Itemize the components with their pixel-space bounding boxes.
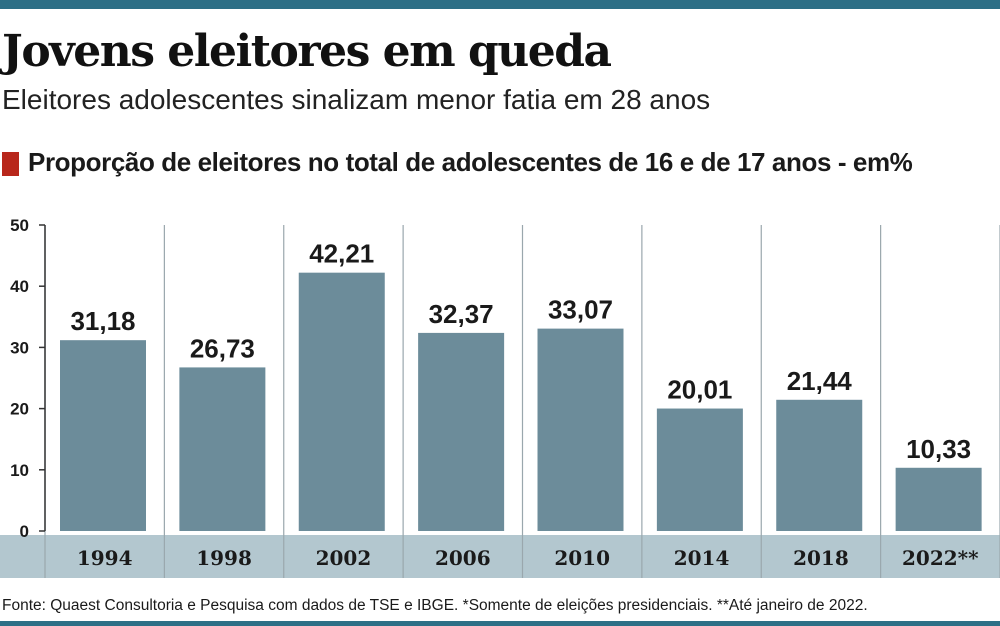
x-axis-band [0,535,1000,578]
x-tick-label: 1998 [196,546,252,570]
bar-value-label: 32,37 [429,299,494,329]
source-footnote: Fonte: Quaest Consultoria e Pesquisa com… [2,597,868,614]
y-tick-label: 0 [20,522,29,541]
bar-value-label: 33,07 [548,295,613,325]
bar-chart: 0 10 20 30 40 50 31,18 1994 26,73 1998 42,21 2002 32… [0,216,1000,578]
x-tick-label: 2022** [902,546,979,570]
bar [60,340,146,531]
chart-title: Jovens eleitores em queda [2,26,612,77]
bar [418,332,505,531]
y-tick-label: 20 [10,400,29,419]
bar [298,272,385,531]
top-rule [0,0,1000,9]
x-tick-label: 2018 [793,546,849,570]
bar-value-label: 26,73 [190,333,255,363]
chart-heading: Proporção de eleitores no total de adole… [28,147,913,177]
bar [537,328,624,531]
y-tick-label: 40 [10,277,29,296]
bar [895,467,982,531]
red-square-marker [2,152,19,176]
y-tick-label: 50 [10,216,29,235]
x-tick-label: 2014 [674,546,730,570]
bar-value-label: 10,33 [906,434,971,464]
x-tick-label: 1994 [77,546,133,570]
x-tick-label: 2006 [435,546,491,570]
x-tick-label: 2002 [316,546,372,570]
x-tick-label: 2010 [554,546,610,570]
bar [656,408,743,531]
bottom-rule [0,621,1000,626]
bar-value-label: 20,01 [667,375,732,405]
bar [776,399,863,531]
bar [179,367,266,531]
y-tick-label: 30 [10,338,29,357]
chart-subtitle: Eleitores adolescentes sinalizam menor f… [2,84,711,115]
bar-value-label: 31,18 [70,306,135,336]
bar-value-label: 42,21 [309,239,374,269]
y-tick-label: 10 [10,461,29,480]
bar-value-label: 21,44 [787,366,853,396]
